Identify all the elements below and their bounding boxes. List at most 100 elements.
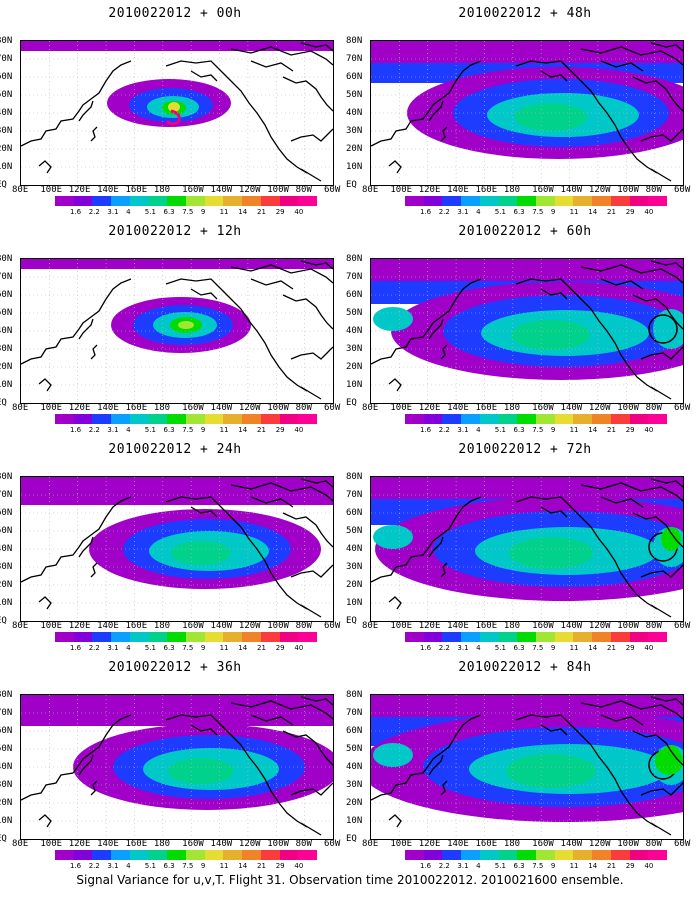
colorbar-swatch — [73, 632, 93, 642]
lat-label: 20N — [346, 144, 363, 154]
colorbar-swatch — [204, 414, 224, 424]
lon-label: 120W — [588, 185, 611, 195]
coastline — [230, 700, 333, 720]
colorbar-swatch — [498, 632, 518, 642]
lat-label: 60N — [0, 72, 13, 82]
lat-label: 80N — [0, 690, 13, 700]
lat-label: 30N — [0, 126, 13, 136]
lon-label: 100W — [267, 839, 289, 849]
lat-label: 80N — [0, 254, 13, 264]
colorbar-label: 9 — [200, 426, 206, 434]
colorbar-swatch — [498, 850, 518, 860]
lon-label: 120E — [68, 185, 91, 195]
lon-label: 140E — [97, 403, 119, 413]
colorbar-swatch — [442, 850, 462, 860]
colorbar-swatch — [536, 196, 555, 206]
colorbar-swatch — [186, 196, 205, 206]
lon-label: 180 — [153, 839, 171, 849]
coastline — [282, 730, 333, 766]
lat-label: 80N — [346, 36, 363, 46]
colorbar-swatch — [279, 414, 299, 424]
colorbar-swatch — [423, 850, 443, 860]
colorbar-swatch — [405, 196, 424, 206]
coastline — [388, 378, 402, 392]
colorbar-label: 7.5 — [182, 644, 194, 652]
lon-label: 100W — [267, 403, 289, 413]
coastline — [515, 496, 658, 610]
colorbar-swatch — [479, 196, 499, 206]
lat-label: 20N — [346, 798, 363, 808]
lon-label: 60W — [674, 839, 691, 849]
lon-label: 160E — [475, 839, 498, 849]
colorbar-label: 3.1 — [457, 426, 469, 434]
field-contour — [168, 102, 180, 112]
colorbar-label: 4 — [476, 426, 481, 434]
colorbar-swatch — [517, 850, 537, 860]
colorbar-label: 9 — [200, 208, 206, 216]
colorbar-swatch — [648, 632, 668, 642]
obs-circle — [648, 314, 678, 344]
colorbar-label: 3.1 — [457, 208, 469, 216]
lon-label: 60W — [324, 621, 341, 631]
lat-label: 40N — [346, 326, 363, 336]
colorbar-label: 3.1 — [107, 644, 119, 652]
coastline — [632, 76, 683, 112]
colorbar-swatch — [55, 850, 74, 860]
coastline — [640, 128, 683, 142]
colorbar-swatch — [498, 414, 518, 424]
lat-label: 20N — [0, 362, 13, 372]
lat-label: 50N — [0, 526, 13, 536]
colorbar-label: 1.6 — [70, 208, 82, 216]
colorbar-swatch — [167, 632, 187, 642]
colorbar-swatch — [129, 632, 149, 642]
coastline — [250, 496, 294, 508]
lat-label: 30N — [0, 344, 13, 354]
colorbar-swatch — [186, 414, 205, 424]
lon-label: 160E — [125, 185, 148, 195]
colorbar-swatch — [129, 196, 149, 206]
coastline — [290, 128, 333, 142]
field-band — [371, 695, 683, 705]
lon-label: 80W — [295, 185, 312, 195]
colorbar-swatch — [260, 414, 280, 424]
colorbar-label: 21 — [607, 208, 616, 216]
lat-label: 30N — [346, 562, 363, 572]
map-panel: 2010022012 + 60h 80N 70N 60N 50N 40N 30N 20N 10N… — [346, 218, 700, 438]
colorbar-swatch — [279, 850, 299, 860]
colorbar-label: 6.3 — [163, 862, 175, 870]
coastline — [90, 126, 98, 142]
colorbar-label: 21 — [257, 644, 266, 652]
colorbar-label: 1.6 — [420, 208, 432, 216]
colorbar-swatch — [55, 632, 74, 642]
colorbar-label: 29 — [625, 644, 635, 652]
coastline — [21, 496, 132, 583]
lon-label: 140E — [447, 403, 469, 413]
colorbar-label: 29 — [275, 644, 285, 652]
colorbar-label: 4 — [476, 862, 481, 870]
colorbar-swatch — [73, 850, 93, 860]
lon-label: 80W — [295, 621, 312, 631]
colorbar-label: 9 — [200, 862, 206, 870]
coastline — [21, 714, 132, 801]
colorbar-swatch — [223, 632, 243, 642]
coastline — [580, 264, 683, 284]
colorbar-label: 21 — [607, 862, 616, 870]
colorbar-swatch — [167, 850, 187, 860]
colorbar-swatch — [405, 850, 424, 860]
lat-label: 50N — [346, 308, 363, 318]
colorbar-label: 4 — [126, 644, 131, 652]
lon-label: 120E — [418, 185, 441, 195]
coastline — [650, 260, 683, 270]
lon-label: 140W — [560, 403, 583, 413]
colorbar-label: 2.2 — [88, 208, 100, 216]
lat-label: 20N — [0, 798, 13, 808]
coastline — [440, 126, 448, 142]
colorbar-label: 2.2 — [438, 208, 450, 216]
colorbar-swatch — [405, 414, 424, 424]
colorbar-label: 2.2 — [438, 862, 450, 870]
lon-label: 100W — [617, 403, 639, 413]
colorbar-label: 7.5 — [532, 862, 544, 870]
coastline — [440, 780, 448, 796]
colorbar-label: 14 — [588, 862, 598, 870]
colorbar-label: 4 — [126, 426, 131, 434]
